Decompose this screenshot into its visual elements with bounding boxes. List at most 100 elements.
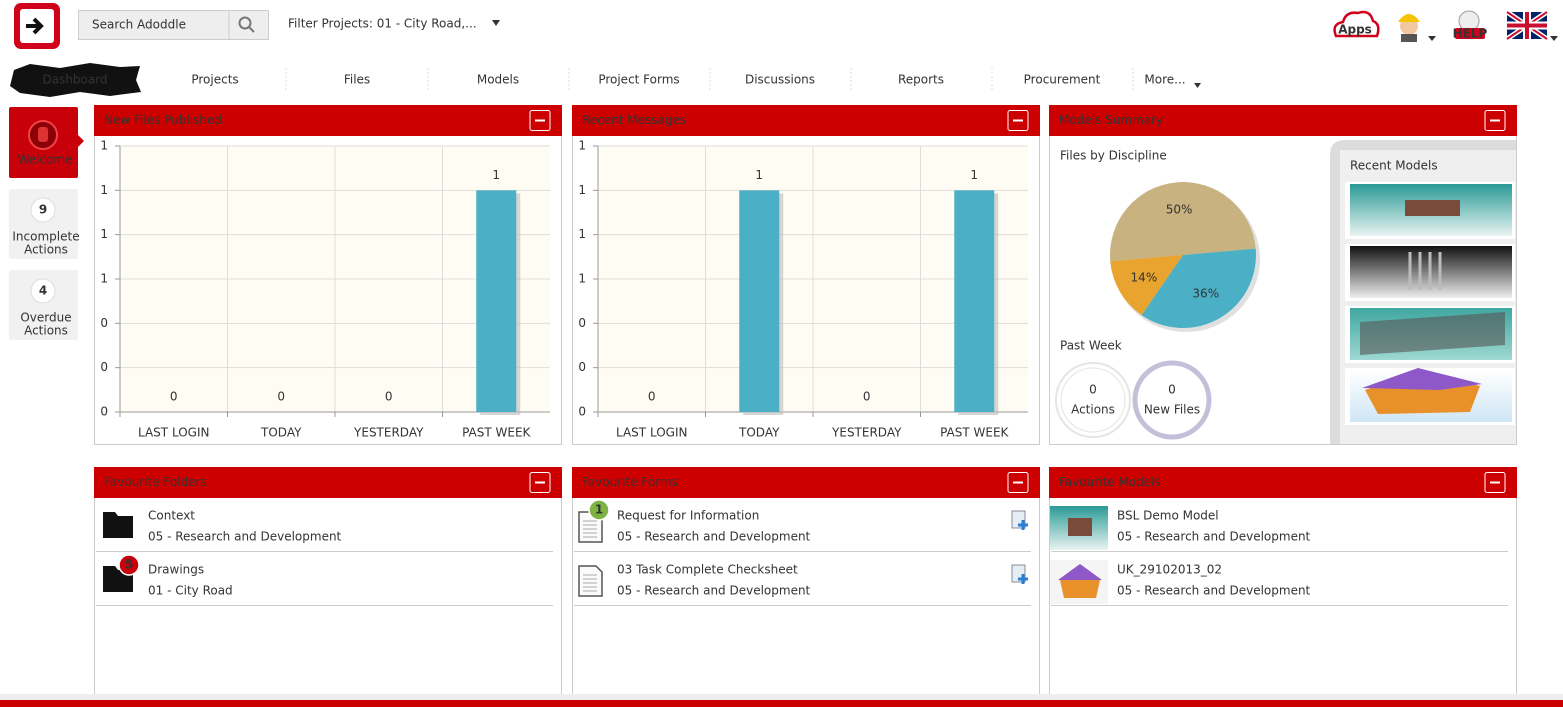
item-name: BSL Demo Model	[1117, 509, 1219, 523]
y-tick-label: 0	[100, 316, 108, 330]
overdue-count-bg	[30, 278, 56, 304]
data-label: 1	[970, 168, 978, 182]
y-tick-label: 1	[100, 272, 108, 286]
incomplete-label: Incomplete	[12, 230, 79, 244]
model-shape	[1405, 200, 1460, 216]
data-label: 0	[170, 390, 178, 404]
item-project: 05 - Research and Development	[148, 530, 342, 544]
item-project: 05 - Research and Development	[1117, 584, 1311, 598]
overdue-count: 4	[39, 284, 47, 298]
nav-item[interactable]: Dashboard	[42, 73, 107, 87]
form-icon	[578, 565, 603, 597]
item-project: 05 - Research and Development	[617, 530, 811, 544]
overdue-tab[interactable]	[9, 270, 78, 340]
stat-ring-inner	[1060, 367, 1126, 433]
model-roof	[1362, 368, 1482, 390]
x-tick-label: LAST LOGIN	[616, 426, 687, 440]
y-tick-label: 1	[100, 139, 108, 153]
add-form-plus	[1018, 520, 1028, 530]
search-icon	[238, 16, 252, 30]
nav-item[interactable]: Models	[477, 73, 519, 87]
slice-label: 14%	[1131, 270, 1158, 284]
search-box[interactable]	[78, 10, 269, 40]
y-tick-label: 0	[578, 405, 586, 419]
bar	[739, 190, 780, 412]
nav-item[interactable]: Procurement	[1024, 73, 1101, 87]
nav-item[interactable]: More...	[1144, 73, 1185, 87]
panel-title: Models Summary	[1059, 113, 1163, 127]
panel-header	[94, 105, 562, 136]
pie-slice	[1110, 255, 1183, 316]
overdue-label: Overdue	[20, 311, 71, 325]
welcome-label: Welcome	[18, 153, 73, 167]
data-label: 0	[385, 390, 393, 404]
incomplete-count-bg	[30, 197, 56, 223]
bar	[476, 190, 517, 412]
pie-slice	[1110, 182, 1256, 262]
stat-ring	[1055, 362, 1131, 438]
nav-item[interactable]: Project Forms	[598, 73, 679, 87]
item-name: 03 Task Complete Checksheet	[617, 563, 798, 577]
y-tick-label: 0	[100, 405, 108, 419]
data-label: 0	[648, 390, 656, 404]
model-icon-body	[1068, 518, 1092, 536]
recent-models-title: Recent Models	[1350, 159, 1438, 173]
y-tick-label: 0	[578, 360, 586, 374]
folder-icon	[103, 512, 133, 538]
model-shape	[1408, 252, 1442, 290]
panel-header	[94, 467, 562, 498]
x-tick-label: TODAY	[260, 426, 302, 440]
add-form-plus	[1018, 574, 1028, 584]
y-tick-label: 1	[578, 272, 586, 286]
search-placeholder: Search Adoddle	[92, 18, 186, 32]
data-label: 1	[755, 168, 763, 182]
flag-cross-red	[1507, 12, 1547, 39]
stat-label: Actions	[1071, 403, 1115, 417]
project-filter[interactable]: Filter Projects: 01 - City Road,...	[288, 17, 477, 31]
nav-item[interactable]: Reports	[898, 73, 944, 87]
y-tick-label: 1	[100, 227, 108, 241]
panel	[1049, 467, 1517, 696]
slice-label: 36%	[1192, 287, 1219, 301]
item-name: Drawings	[148, 563, 204, 577]
filter-caret	[492, 20, 500, 26]
nav-item[interactable]: Files	[344, 73, 370, 87]
panel-title: Favourite Folders	[104, 475, 207, 489]
y-tick-label: 1	[578, 227, 586, 241]
incomplete-count: 9	[39, 203, 47, 217]
nav-active-bg	[10, 63, 141, 97]
x-tick-label: YESTERDAY	[831, 426, 902, 440]
panel-header	[1049, 105, 1517, 136]
panel-header	[1049, 467, 1517, 498]
footer-bar	[0, 700, 1563, 707]
user-caret	[1428, 36, 1436, 41]
past-week-title: Past Week	[1060, 339, 1122, 353]
item-project: 05 - Research and Development	[617, 584, 811, 598]
more-caret	[1194, 83, 1201, 88]
pie-slice	[1141, 248, 1256, 328]
nav-item[interactable]: Projects	[191, 73, 238, 87]
x-tick-label: LAST LOGIN	[138, 426, 209, 440]
stat-count: 0	[1168, 383, 1176, 397]
item-project: 05 - Research and Development	[1117, 530, 1311, 544]
flag-caret	[1550, 36, 1558, 41]
panel-title: Favourite Models	[1059, 475, 1161, 489]
incomplete-tab[interactable]	[9, 189, 78, 259]
chart-title: Files by Discipline	[1060, 149, 1167, 163]
apps-cloud[interactable]	[1333, 10, 1380, 38]
stat-label: New Files	[1144, 403, 1200, 417]
bar	[954, 190, 995, 412]
y-tick-label: 0	[578, 316, 586, 330]
badge	[588, 499, 610, 521]
panel-title: Recent Messages	[582, 113, 686, 127]
welcome-icon-inner	[38, 127, 48, 142]
user-helmet	[1398, 14, 1420, 22]
welcome-notch	[78, 135, 84, 147]
nav-item[interactable]: Discussions	[745, 73, 815, 87]
x-tick-label: TODAY	[738, 426, 780, 440]
panel-header	[572, 105, 1040, 136]
page-bottom-shadow	[0, 694, 1563, 700]
overdue-label: Actions	[24, 324, 68, 338]
search-icon-handle	[248, 26, 255, 33]
